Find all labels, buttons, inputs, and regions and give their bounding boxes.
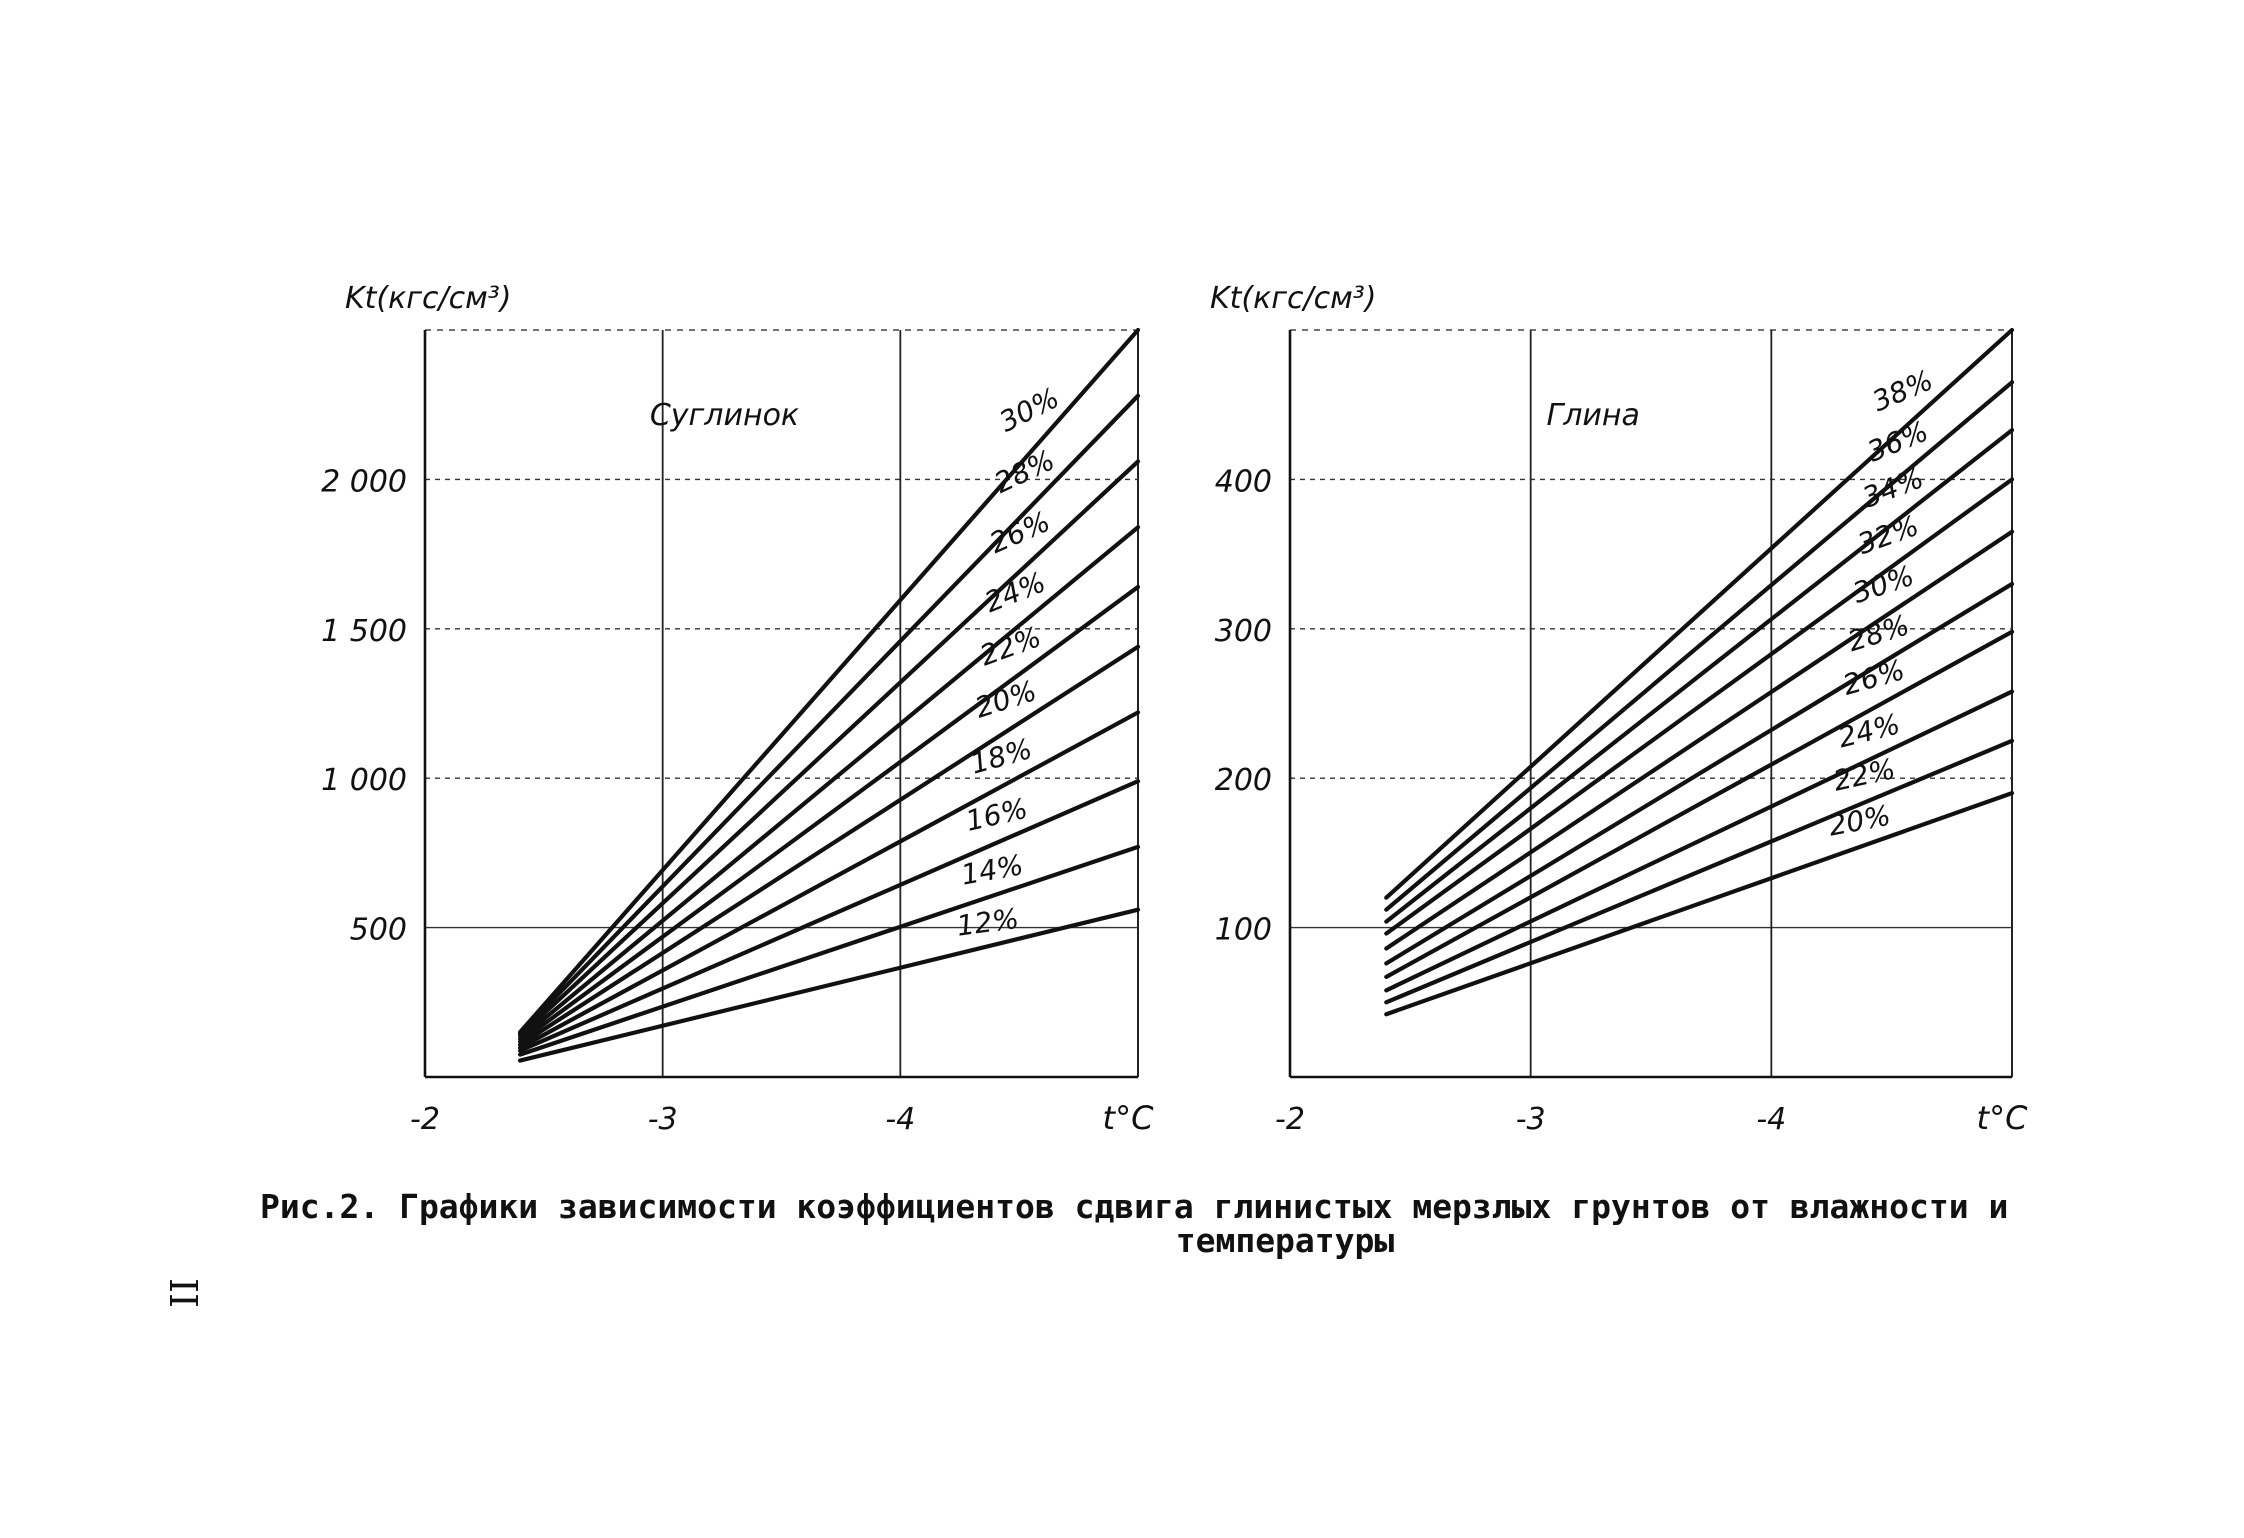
caption-line-2: температуры	[1175, 1221, 1395, 1260]
chart-panel-clay: 100 200 300 400 -2 -3 -4 t°C Kt(кгс/см³) Глина 38%…	[1210, 281, 2028, 1137]
panel-label: Глина	[1547, 398, 1640, 433]
page-number: II	[163, 1277, 207, 1309]
y-tick-label: 1 500	[321, 614, 407, 649]
series-label: 38%	[1868, 363, 1938, 418]
y-tick-label: 300	[1215, 614, 1272, 649]
series-line	[517, 644, 1141, 1047]
series-line	[1384, 629, 2015, 980]
x-axis-label: t°C	[1103, 1099, 1155, 1137]
series-line	[1384, 327, 2015, 900]
series-line	[1384, 689, 2015, 993]
series-line	[517, 393, 1141, 1036]
x-tick-label: -3	[1516, 1102, 1546, 1137]
caption-line-1: Рис.2. Графики зависимости коэффициентов…	[260, 1187, 2009, 1226]
series-label: 20%	[1826, 799, 1893, 843]
series-line	[517, 525, 1141, 1041]
y-tick-label: 1 000	[321, 763, 407, 798]
y-axis-label: Kt(кгс/см³)	[345, 281, 511, 316]
y-tick-label: 100	[1215, 913, 1272, 948]
chart-panel-loam: 500 1 000 1 500 2 000 -2 -3 -4 t°C Kt(кгс/см³) Су…	[321, 281, 1154, 1137]
x-tick-label: -4	[885, 1102, 915, 1137]
series-line	[517, 710, 1141, 1050]
y-axis-label: Kt(кгс/см³)	[1210, 281, 1376, 316]
x-axis-label: t°C	[1977, 1099, 2029, 1137]
x-tick-label: -4	[1756, 1102, 1786, 1137]
x-tick-label: -2	[1275, 1102, 1305, 1137]
x-tick-label: -3	[648, 1102, 678, 1137]
series-line	[517, 779, 1141, 1053]
series-label: 30%	[994, 381, 1064, 439]
y-tick-label: 400	[1215, 464, 1272, 499]
series-line	[1384, 529, 2015, 951]
series-line	[1384, 738, 2015, 1005]
figure-caption: Рис.2. Графики зависимости коэффициентов…	[260, 1190, 2100, 1258]
series-line	[1384, 791, 2015, 1017]
series-line	[517, 584, 1141, 1044]
y-tick-label: 2 000	[321, 464, 407, 499]
series-line	[1384, 380, 2015, 912]
series-line	[517, 907, 1141, 1063]
series-line	[1384, 427, 2015, 924]
panel-label: Суглинок	[650, 398, 799, 433]
series-label: 12%	[955, 902, 1021, 943]
series-label: 28%	[989, 443, 1059, 499]
series-line	[517, 459, 1141, 1038]
series-label: 26%	[985, 505, 1055, 560]
y-tick-label: 200	[1215, 763, 1272, 798]
series-line	[517, 844, 1141, 1057]
x-tick-label: -2	[410, 1102, 440, 1137]
series-line	[517, 327, 1141, 1035]
series-line	[1384, 581, 2015, 966]
y-tick-label: 500	[350, 913, 407, 948]
series-line	[1384, 477, 2015, 936]
